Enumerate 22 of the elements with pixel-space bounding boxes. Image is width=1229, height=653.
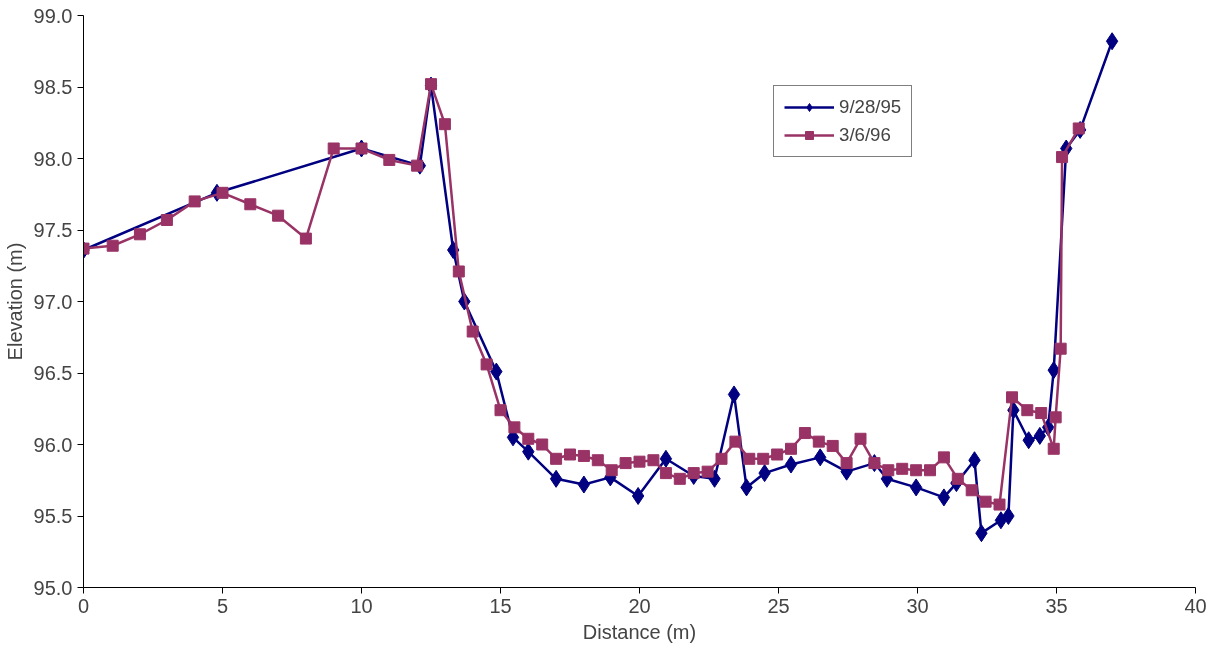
x-tick-label: 20 <box>628 594 651 617</box>
x-tick-label: 5 <box>216 594 229 617</box>
legend-label: 3/6/96 <box>839 124 891 146</box>
x-tick-label: 30 <box>906 594 929 617</box>
y-tick-label: 97.5 <box>33 219 73 241</box>
legend-label: 9/28/95 <box>839 96 902 118</box>
x-tick-label: 35 <box>1045 594 1068 617</box>
y-tick-label: 95.5 <box>33 505 73 527</box>
x-tick-label: 15 <box>489 594 512 617</box>
y-tick-label: 96.5 <box>33 362 73 384</box>
x-tick-label: 25 <box>767 594 790 617</box>
y-tick-label: 99.0 <box>33 4 73 27</box>
y-axis-title: Elevation (m) <box>3 242 26 361</box>
x-axis-title: Distance (m) <box>582 620 697 643</box>
x-tick-label: 10 <box>350 594 373 617</box>
y-tick-label: 98.5 <box>33 76 73 98</box>
y-tick-label: 98.0 <box>33 147 73 170</box>
y-tick-label: 96.0 <box>33 433 73 456</box>
x-tick-label: 40 <box>1184 594 1207 617</box>
x-tick-label: 0 <box>77 594 90 617</box>
y-tick-label: 97.0 <box>33 290 73 313</box>
y-tick-label: 95.0 <box>33 576 73 599</box>
